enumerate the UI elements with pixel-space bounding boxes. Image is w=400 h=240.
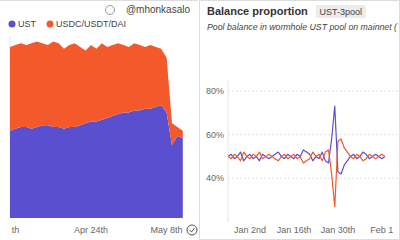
- x-tick-label: Apr 24th: [74, 225, 108, 235]
- grid-line: [228, 134, 400, 135]
- check-icon: [190, 228, 195, 232]
- tag-box: [316, 5, 366, 18]
- grid-line: [228, 178, 400, 179]
- x-tick-label: Jan 30th: [321, 225, 356, 235]
- tag-label: UST-3pool: [320, 7, 363, 17]
- check-icon: [187, 225, 197, 235]
- legend-label: UST: [18, 19, 37, 29]
- x-tick-label: th: [12, 225, 20, 235]
- area: [10, 41, 183, 145]
- x-tick-label: Jan 16th: [277, 225, 312, 235]
- legend-swatch: [9, 21, 16, 28]
- y-tick-label: 40%: [206, 173, 224, 183]
- y-tick-label: 60%: [206, 130, 224, 140]
- plot-area: [228, 106, 385, 206]
- line: [228, 139, 385, 207]
- canvas: th Apr 24th May 8th @mhonkasalo UST USDC/USDT…: [0, 0, 400, 240]
- plot-area: [10, 41, 183, 218]
- panel-border: [200, 1, 400, 240]
- avatar-icon: [106, 6, 115, 15]
- title: Balance proportion: [207, 5, 308, 17]
- y-tick-label: 80%: [206, 86, 224, 96]
- legend-label: USDC/USDT/DAI: [56, 19, 126, 29]
- grid-line: [228, 90, 400, 91]
- y-axis-line: [228, 80, 229, 222]
- panel-border: [0, 0, 198, 1]
- x-tick-label: Jan 2nd: [234, 225, 266, 235]
- x-tick-label: May 8th: [151, 225, 183, 235]
- handle: @mhonkasalo: [126, 4, 191, 15]
- legend-swatch: [47, 21, 54, 28]
- line: [228, 106, 385, 174]
- x-tick-label: Feb 1: [370, 225, 393, 235]
- subtitle: Pool balance in wormhole UST pool on mai…: [207, 22, 398, 32]
